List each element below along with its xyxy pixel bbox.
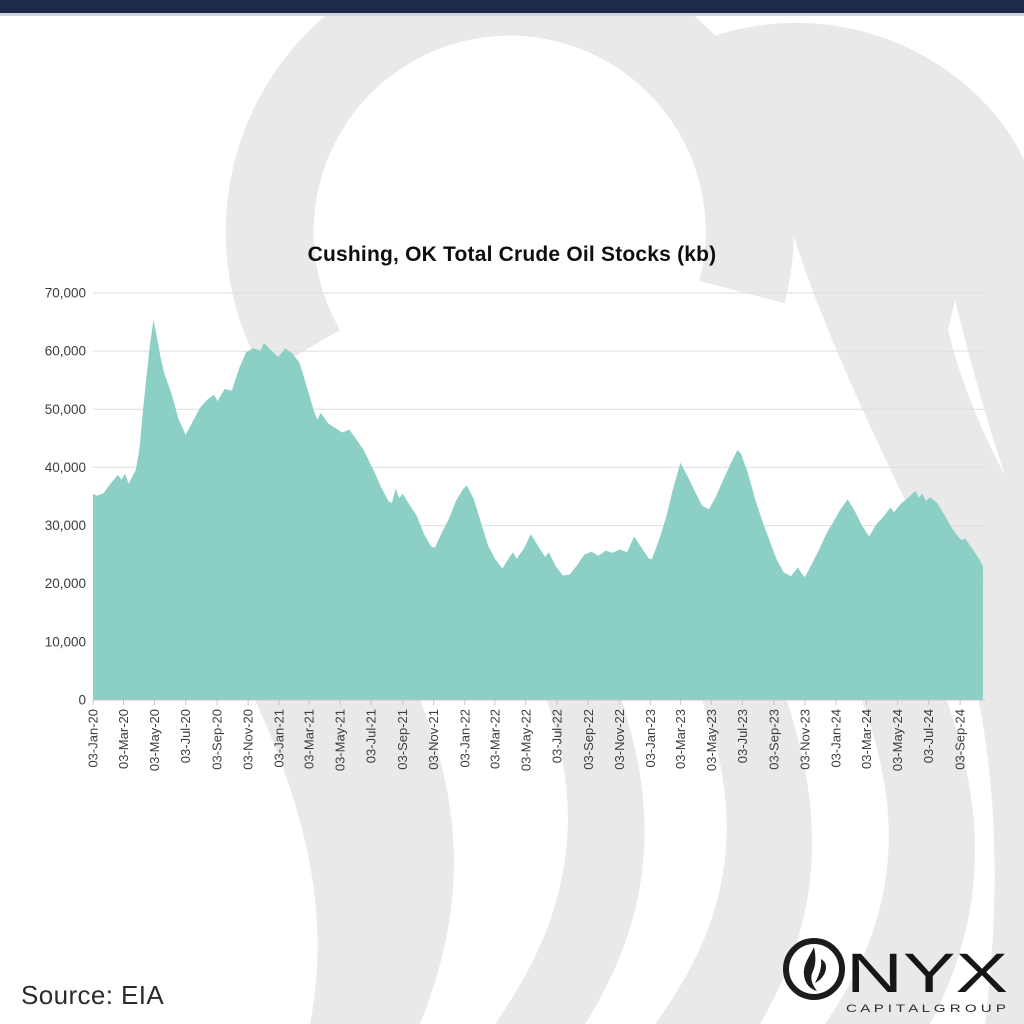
chart-title: Cushing, OK Total Crude Oil Stocks (kb) [307, 243, 717, 266]
x-tick-label: 03-Jan-22 [457, 709, 472, 768]
x-tick-label: 03-Sep-22 [581, 709, 596, 770]
watermark-flame-tail [825, 695, 975, 1024]
x-tick-label: 03-Jul-21 [364, 709, 379, 763]
x-tick-label: 03-Jul-24 [921, 709, 936, 763]
logo-wordmark: NYX [846, 941, 1008, 1004]
y-tick-label: 70,000 [45, 286, 86, 301]
x-tick-label: 03-Nov-23 [798, 709, 813, 770]
y-tick-label: 50,000 [45, 402, 86, 417]
y-tick-label: 40,000 [45, 460, 86, 475]
top-accent-bar [0, 0, 1024, 16]
watermark-flame-notch [948, 300, 1005, 475]
x-tick-label: 03-Jul-20 [178, 709, 193, 763]
watermark-flame-tail [255, 700, 454, 1024]
watermark-flame-tail [655, 695, 813, 1024]
x-tick-label: 03-Mar-22 [487, 709, 502, 769]
x-tick-label: 03-Sep-21 [395, 709, 410, 770]
y-tick-label: 20,000 [45, 576, 86, 591]
flame-ring-o-icon [783, 938, 845, 1000]
onyx-logo: NYX C A P I T A L G R O U P [783, 938, 1008, 1015]
source-note: Source: EIA [21, 980, 165, 1010]
axes [92, 699, 985, 705]
x-tick-label: 03-Sep-20 [210, 709, 225, 770]
x-tick-label: 03-May-21 [333, 709, 348, 771]
y-tick-label: 0 [78, 693, 86, 708]
x-tick-label: 03-Mar-20 [116, 709, 131, 769]
x-tick-label: 03-Jan-20 [86, 709, 101, 768]
x-tick-label: 03-May-23 [704, 709, 719, 771]
x-tick-label: 03-Nov-21 [426, 709, 441, 770]
y-tick-label: 60,000 [45, 344, 86, 359]
x-tick-label: 03-Sep-23 [766, 709, 781, 770]
x-tick-label: 03-Jul-23 [735, 709, 750, 763]
x-tick-label: 03-May-22 [518, 709, 533, 771]
x-tick-label: 03-Jul-22 [549, 709, 564, 763]
series-area [93, 319, 983, 700]
watermark-flame-body [690, 22, 1024, 1024]
watermark-ring [225, 0, 794, 374]
x-tick-label: 03-May-20 [147, 709, 162, 771]
x-tick-label: 03-Mar-23 [673, 709, 688, 769]
x-tick-label: 03-Jan-21 [272, 709, 287, 768]
logo-subtext: C A P I T A L G R O U P [846, 1003, 1006, 1015]
x-tick-label: 03-Jan-24 [829, 709, 844, 768]
watermark-flame-tail [495, 695, 645, 1024]
x-tick-label: 03-Nov-22 [612, 709, 627, 770]
area-series-cushing-stocks [93, 319, 983, 700]
y-tick-label: 10,000 [45, 634, 86, 649]
x-tick-label: 03-Mar-21 [302, 709, 317, 769]
axis-labels: 0 10,000 20,000 30,000 40,000 50,000 60,000 70,… [45, 286, 968, 772]
x-tick-label: 03-Mar-24 [859, 709, 874, 769]
x-tick-label: 03-May-24 [890, 709, 905, 771]
x-tick-label: 03-Nov-20 [241, 709, 256, 770]
x-tick-label: 03-Jan-23 [643, 709, 658, 768]
y-tick-label: 30,000 [45, 518, 86, 533]
x-tick-label: 03-Sep-24 [953, 709, 968, 770]
